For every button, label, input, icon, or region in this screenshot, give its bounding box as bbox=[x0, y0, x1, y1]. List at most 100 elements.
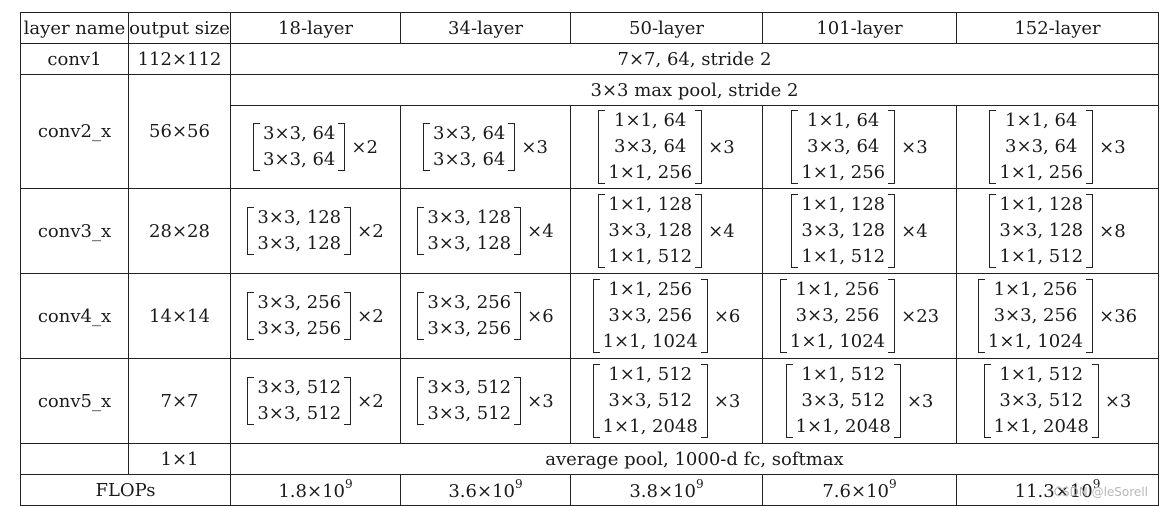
bracket-matrix: 1×1, 128 3×3, 128 1×1, 512 bbox=[989, 192, 1093, 270]
conv-spec-line: 3×3, 64 bbox=[614, 136, 687, 157]
conv-spec-line: 1×1, 256 bbox=[999, 162, 1084, 183]
conv-spec-line: 1×1, 128 bbox=[608, 194, 693, 215]
conv-spec-line: 3×3, 256 bbox=[427, 318, 512, 339]
residual-block: 1×1, 128 3×3, 128 1×1, 512 ×4 bbox=[598, 192, 735, 270]
block-cell: 3×3, 128 3×3, 128 ×4 bbox=[400, 188, 571, 274]
flops-value: 11.3×109 bbox=[956, 474, 1159, 506]
residual-block: 3×3, 64 3×3, 64 ×3 bbox=[423, 121, 548, 173]
conv-spec-line: 1×1, 256 bbox=[608, 162, 693, 183]
flops-mantissa: 1.8×10 bbox=[278, 480, 345, 502]
residual-block: 1×1, 256 3×3, 256 1×1, 1024 ×6 bbox=[592, 277, 740, 355]
block-multiplier: ×4 bbox=[901, 220, 928, 242]
block-multiplier: ×23 bbox=[901, 305, 940, 327]
conv-spec-line: 1×1, 1024 bbox=[987, 331, 1084, 352]
conv-spec-line: 3×3, 64 bbox=[433, 123, 506, 144]
bracket-matrix: 3×3, 128 3×3, 128 bbox=[417, 205, 521, 257]
flops-mantissa: 3.6×10 bbox=[448, 480, 515, 502]
output-size-cell: 112×112 bbox=[128, 43, 231, 75]
residual-block: 1×1, 256 3×3, 256 1×1, 1024 ×36 bbox=[977, 277, 1137, 355]
flops-value: 7.6×109 bbox=[762, 474, 957, 506]
spec-cell: average pool, 1000-d fc, softmax bbox=[230, 443, 1159, 475]
conv-spec-line: 1×1, 256 bbox=[608, 279, 693, 300]
block-cell: 1×1, 128 3×3, 128 1×1, 512 ×4 bbox=[570, 188, 763, 274]
header-cell: 34-layer bbox=[400, 12, 571, 44]
block-cell: 1×1, 256 3×3, 256 1×1, 1024 ×6 bbox=[570, 273, 763, 359]
conv-spec-line: 1×1, 1024 bbox=[789, 331, 886, 352]
block-cell: 3×3, 128 3×3, 128 ×2 bbox=[230, 188, 401, 274]
residual-block: 3×3, 512 3×3, 512 ×3 bbox=[417, 375, 554, 427]
bracket-matrix: 1×1, 512 3×3, 512 1×1, 2048 bbox=[983, 362, 1100, 440]
flops-mantissa: 7.6×10 bbox=[822, 480, 889, 502]
block-cell: 1×1, 512 3×3, 512 1×1, 2048 ×3 bbox=[570, 358, 763, 444]
conv-spec-line: 3×3, 256 bbox=[795, 305, 880, 326]
conv-spec-line: 1×1, 512 bbox=[999, 364, 1084, 385]
block-multiplier: ×6 bbox=[527, 305, 554, 327]
conv-spec-line: 1×1, 512 bbox=[608, 246, 693, 267]
block-multiplier: ×3 bbox=[1099, 136, 1126, 158]
conv-spec-line: 3×3, 128 bbox=[257, 207, 342, 228]
block-cell: 1×1, 512 3×3, 512 1×1, 2048 ×3 bbox=[956, 358, 1159, 444]
conv-spec-line: 1×1, 2048 bbox=[993, 416, 1089, 437]
bracket-matrix: 1×1, 256 3×3, 256 1×1, 1024 bbox=[977, 277, 1094, 355]
table-row: conv4_x 14×14 3×3, 256 3×3, 256 ×2 3×3, 256… bbox=[20, 273, 1159, 359]
output-size-cell: 7×7 bbox=[128, 358, 231, 444]
conv-spec-line: 3×3, 128 bbox=[427, 207, 512, 228]
watermark: CSDN @leSorell bbox=[1053, 485, 1148, 499]
block-multiplier: ×3 bbox=[1104, 390, 1132, 412]
block-multiplier: ×3 bbox=[708, 136, 735, 158]
conv-spec-line: 3×3, 512 bbox=[427, 377, 512, 398]
conv-spec-line: 1×1, 512 bbox=[999, 246, 1084, 267]
bracket-matrix: 1×1, 256 3×3, 256 1×1, 1024 bbox=[779, 277, 896, 355]
block-multiplier: ×2 bbox=[351, 136, 378, 158]
conv-spec-line: 1×1, 512 bbox=[608, 364, 693, 385]
table-row: conv3_x 28×28 3×3, 128 3×3, 128 ×2 3×3, 128… bbox=[20, 188, 1159, 274]
residual-block: 3×3, 256 3×3, 256 ×2 bbox=[247, 290, 384, 342]
flops-exponent: 9 bbox=[1092, 476, 1101, 491]
bracket-matrix: 1×1, 256 3×3, 256 1×1, 1024 bbox=[592, 277, 709, 355]
block-multiplier: ×3 bbox=[713, 390, 741, 412]
residual-block: 3×3, 128 3×3, 128 ×4 bbox=[417, 205, 554, 257]
block-multiplier: ×2 bbox=[357, 220, 384, 242]
flops-exponent: 9 bbox=[888, 476, 897, 491]
table-row: 3×3, 64 3×3, 64 ×2 3×3, 64 3×3, 64 ×3 1×1, 64 3… bbox=[21, 105, 1159, 189]
bracket-matrix: 1×1, 512 3×3, 512 1×1, 2048 bbox=[592, 362, 709, 440]
residual-block: 1×1, 64 3×3, 64 1×1, 256 ×3 bbox=[791, 108, 928, 186]
block-cell: 3×3, 256 3×3, 256 ×2 bbox=[230, 273, 401, 359]
flops-exponent: 9 bbox=[344, 476, 353, 491]
conv-spec-line: 3×3, 64 bbox=[263, 149, 336, 170]
conv-spec-line: 3×3, 128 bbox=[257, 233, 342, 254]
conv-spec-line: 1×1, 64 bbox=[1005, 110, 1078, 131]
conv-spec-line: 3×3, 256 bbox=[427, 292, 512, 313]
bracket-matrix: 3×3, 64 3×3, 64 bbox=[253, 121, 346, 173]
bracket-matrix: 3×3, 256 3×3, 256 bbox=[417, 290, 521, 342]
conv-spec-line: 1×1, 64 bbox=[614, 110, 687, 131]
residual-block: 1×1, 512 3×3, 512 1×1, 2048 ×3 bbox=[785, 362, 933, 440]
conv-spec-line: 3×3, 256 bbox=[608, 305, 693, 326]
conv-spec-line: 3×3, 128 bbox=[427, 233, 512, 254]
spec-cell: 3×3 max pool, stride 2 bbox=[230, 74, 1159, 106]
table-row: conv1 112×112 7×7, 64, stride 2 bbox=[20, 43, 1159, 75]
residual-block: 3×3, 64 3×3, 64 ×2 bbox=[253, 121, 378, 173]
conv-spec-line: 1×1, 64 bbox=[807, 110, 880, 131]
header-cell: 101-layer bbox=[762, 12, 957, 44]
residual-block: 1×1, 512 3×3, 512 1×1, 2048 ×3 bbox=[983, 362, 1132, 440]
flops-mantissa: 11.3×10 bbox=[1014, 480, 1093, 502]
residual-block: 3×3, 512 3×3, 512 ×2 bbox=[247, 375, 384, 427]
resnet-architecture-table: layer name output size 18-layer 34-layer… bbox=[20, 12, 1159, 506]
conv-spec-line: 1×1, 1024 bbox=[602, 331, 698, 352]
block-cell: 1×1, 256 3×3, 256 1×1, 1024 ×36 bbox=[956, 273, 1159, 359]
block-multiplier: ×3 bbox=[527, 390, 554, 412]
block-multiplier: ×8 bbox=[1099, 220, 1126, 242]
conv-spec-line: 1×1, 2048 bbox=[602, 416, 698, 437]
output-size-cell: 1×1 bbox=[128, 443, 231, 475]
conv-spec-line: 1×1, 128 bbox=[801, 194, 886, 215]
conv-spec-line: 1×1, 128 bbox=[999, 194, 1084, 215]
layer-name-cell bbox=[20, 443, 129, 475]
conv-spec-line: 3×3, 512 bbox=[257, 403, 342, 424]
header-cell: 50-layer bbox=[570, 12, 763, 44]
flops-row: FLOPs 1.8×109 3.6×109 3.8×109 7.6×109 11.3×1… bbox=[20, 474, 1159, 506]
flops-label: FLOPs bbox=[20, 474, 231, 506]
bracket-matrix: 1×1, 128 3×3, 128 1×1, 512 bbox=[791, 192, 895, 270]
block-cell: 1×1, 512 3×3, 512 1×1, 2048 ×3 bbox=[762, 358, 957, 444]
residual-block: 1×1, 512 3×3, 512 1×1, 2048 ×3 bbox=[592, 362, 741, 440]
